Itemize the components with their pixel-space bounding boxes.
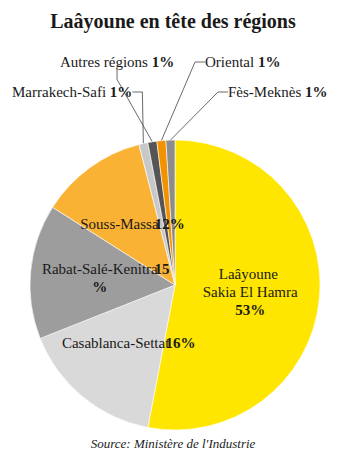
svg-text:1%: 1% xyxy=(305,84,328,100)
svg-text:Source: Ministère de l'Industr: Source: Ministère de l'Industrie xyxy=(91,436,256,451)
svg-text:Laâyoune: Laâyoune xyxy=(219,266,282,282)
svg-text:1%: 1% xyxy=(152,54,175,70)
svg-text:15: 15 xyxy=(154,261,169,277)
svg-text:1%: 1% xyxy=(110,84,133,100)
svg-text:Autres régions: Autres régions xyxy=(60,54,148,70)
svg-text:Laâyoune en tête des régions: Laâyoune en tête des régions xyxy=(50,10,296,33)
svg-text:16%: 16% xyxy=(166,335,196,351)
svg-text:%: % xyxy=(92,279,107,295)
svg-text:1%: 1% xyxy=(258,54,281,70)
svg-text:12%: 12% xyxy=(155,216,185,232)
svg-text:Rabat-Salé-Kenitra: Rabat-Salé-Kenitra xyxy=(42,261,158,277)
svg-text:53%: 53% xyxy=(235,302,265,318)
svg-text:Marrakech-Safi: Marrakech-Safi xyxy=(12,84,106,100)
svg-text:Sakia El Hamra: Sakia El Hamra xyxy=(203,284,298,300)
svg-text:Oriental: Oriental xyxy=(205,54,254,70)
svg-text:Souss-Massa: Souss-Massa xyxy=(80,216,159,232)
svg-text:Fès-Meknès: Fès-Meknès xyxy=(228,84,301,100)
svg-text:Casablanca-Settat: Casablanca-Settat xyxy=(62,335,170,351)
